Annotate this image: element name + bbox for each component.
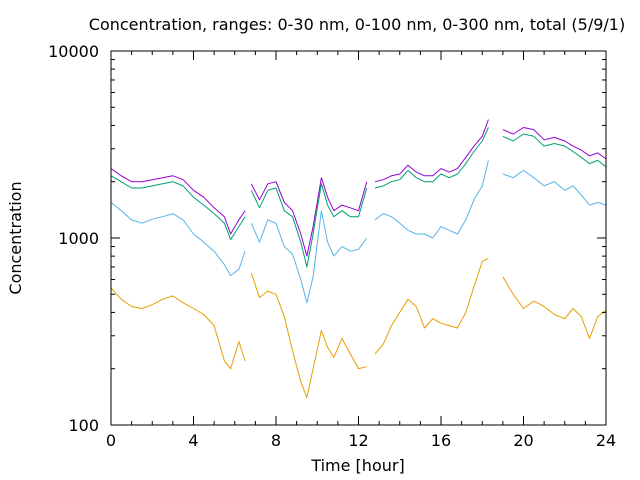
series-line-1 [110, 202, 246, 276]
x-tick-label: 20 [513, 431, 533, 450]
x-tick-label: 24 [596, 431, 616, 450]
x-tick-label: 8 [271, 431, 281, 450]
x-axis-label: Time [hour] [310, 456, 404, 475]
y-tick-label: 100 [68, 416, 99, 435]
series-line-1 [250, 210, 368, 304]
series-line-0 [250, 272, 367, 399]
y-axis-label: Concentration [6, 181, 25, 294]
series-line-3 [110, 168, 246, 235]
series-line-1 [374, 160, 489, 239]
y-tick-label: 10000 [48, 42, 99, 61]
x-tick-label: 16 [431, 431, 451, 450]
x-tick-label: 12 [348, 431, 368, 450]
series-line-1 [502, 169, 607, 206]
series-line-3 [374, 119, 489, 183]
series-line-0 [374, 257, 489, 355]
series-line-0 [502, 276, 607, 339]
series-line-0 [110, 287, 246, 370]
series-line-2 [250, 183, 368, 268]
series-line-2 [110, 175, 246, 241]
series-line-2 [374, 127, 489, 189]
x-axis-ticks: 0 4 8 12 16 20 24 [106, 51, 616, 450]
y-axis-ticks: 100 1000 10000 [48, 42, 606, 435]
series-line-3 [502, 127, 607, 160]
series-line-2 [502, 133, 607, 168]
x-tick-label: 4 [188, 431, 198, 450]
series-lines [110, 119, 607, 399]
x-tick-label: 0 [106, 431, 116, 450]
chart-title: Concentration, ranges: 0-30 nm, 0-100 nm… [89, 15, 625, 34]
y-tick-label: 1000 [58, 229, 99, 248]
series-line-3 [250, 177, 368, 257]
